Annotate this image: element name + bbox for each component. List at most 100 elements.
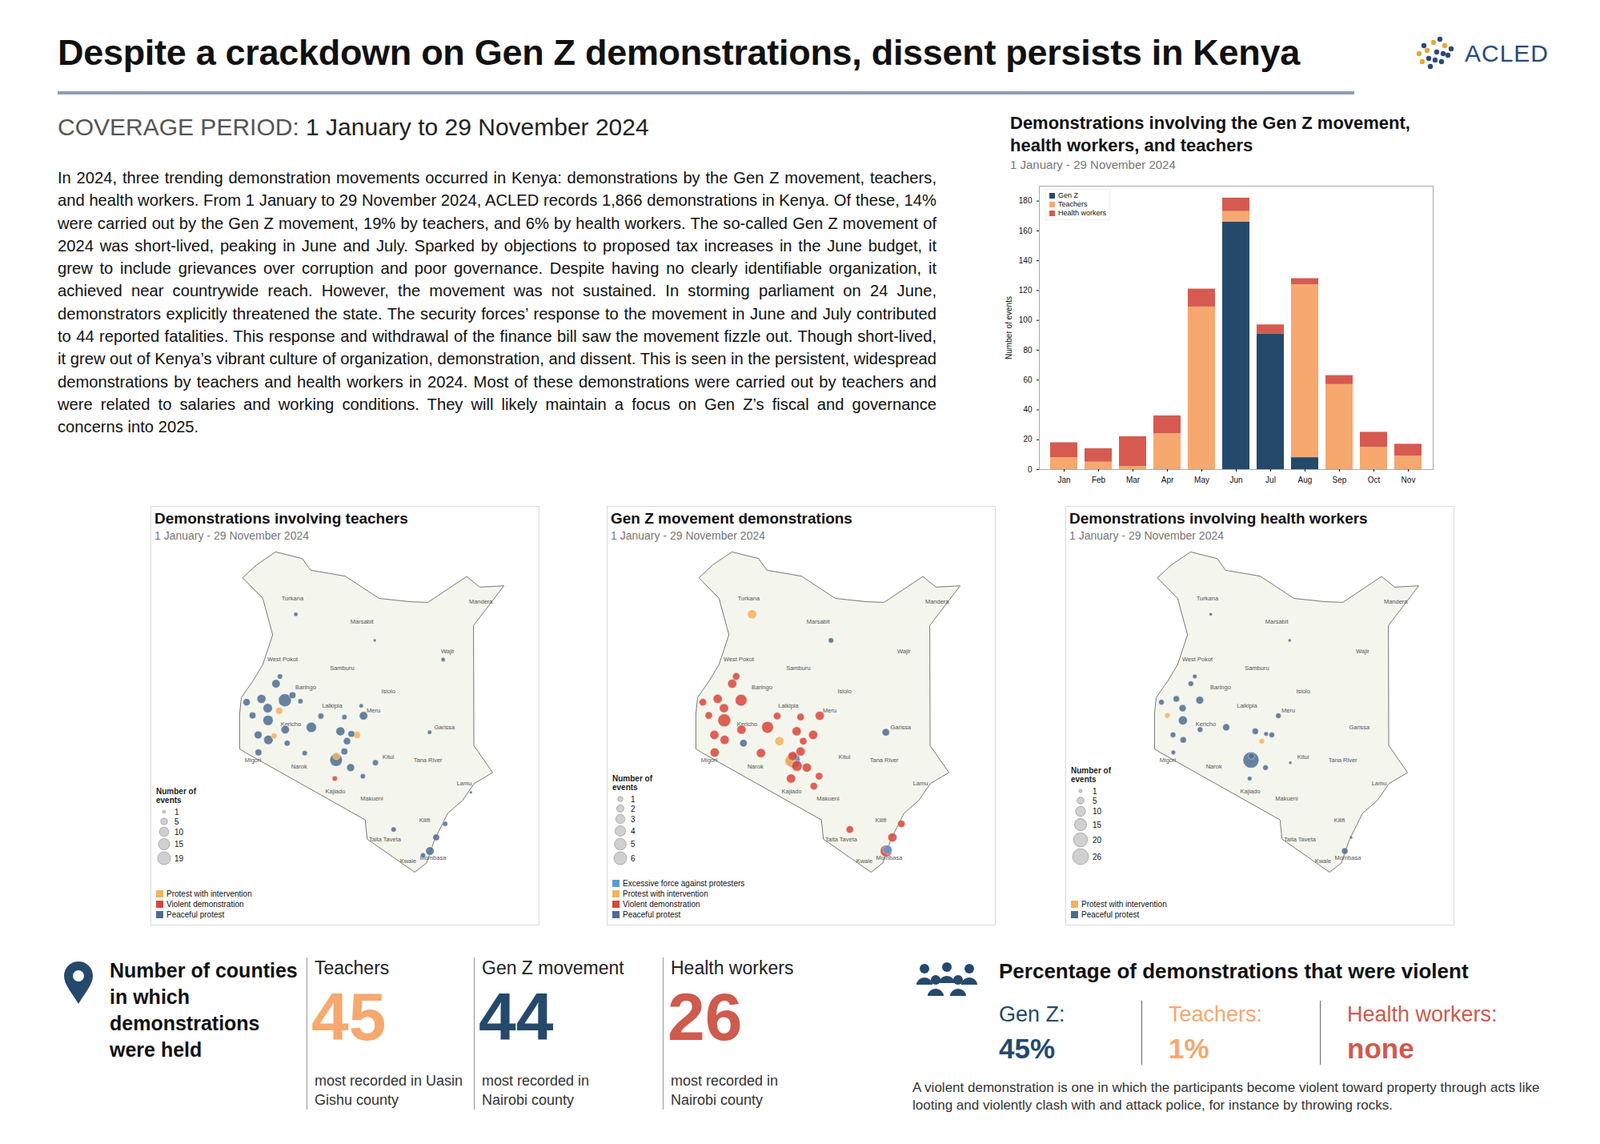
- svg-text:Baringo: Baringo: [295, 683, 317, 691]
- svg-text:Samburu: Samburu: [329, 664, 354, 672]
- svg-text:80: 80: [1022, 345, 1033, 355]
- svg-text:Migori: Migori: [701, 756, 718, 764]
- svg-text:Laikipia: Laikipia: [777, 701, 799, 710]
- svg-text:40: 40: [1022, 405, 1033, 414]
- svg-text:Taita Taveta: Taita Taveta: [825, 835, 859, 843]
- svg-text:Mandera: Mandera: [469, 597, 494, 606]
- html-text:45: 45: [311, 978, 387, 1055]
- svg-text:Isiolo: Isiolo: [380, 687, 396, 695]
- svg-text:Narok: Narok: [1206, 762, 1223, 770]
- html-text:In 2024, three trending demons: In 2024, three trending demonstration mo…: [57, 168, 937, 436]
- svg-text:West Pokot: West Pokot: [723, 655, 755, 663]
- svg-text:Narok: Narok: [291, 762, 308, 770]
- svg-text:Samburu: Samburu: [1244, 664, 1269, 672]
- svg-text:Baringo: Baringo: [1210, 683, 1232, 691]
- svg-text:Taita Taveta: Taita Taveta: [1283, 835, 1317, 843]
- svg-text:Garissa: Garissa: [890, 723, 912, 731]
- html-text:most recorded in Uasin Gishu c: most recorded in Uasin Gishu county: [314, 1072, 463, 1108]
- svg-text:Meru: Meru: [822, 706, 837, 714]
- svg-text:Tana River: Tana River: [413, 756, 443, 764]
- svg-text:Kwale: Kwale: [856, 857, 873, 865]
- svg-text:West Pokot: West Pokot: [1182, 655, 1214, 663]
- svg-text:Feb: Feb: [1091, 475, 1107, 485]
- svg-text:Kitui: Kitui: [382, 753, 395, 761]
- svg-text:Jul: Jul: [1265, 475, 1276, 485]
- svg-text:20: 20: [1022, 434, 1033, 444]
- html-text:26: 26: [667, 978, 743, 1055]
- html-text:44: 44: [478, 978, 554, 1055]
- svg-text:Wajir: Wajir: [1355, 647, 1370, 655]
- svg-text:160: 160: [1018, 226, 1033, 236]
- html-text:1%: 1%: [1168, 1032, 1210, 1064]
- svg-text:Tana River: Tana River: [870, 756, 899, 764]
- svg-text:Jan: Jan: [1057, 475, 1071, 485]
- svg-text:Mandera: Mandera: [925, 597, 950, 606]
- svg-text:Meru: Meru: [1281, 706, 1296, 714]
- svg-text:Kericho: Kericho: [1195, 720, 1216, 728]
- svg-text:Laikipia: Laikipia: [1236, 701, 1258, 710]
- svg-text:Kilifi: Kilifi: [875, 816, 887, 824]
- svg-text:Marsabit: Marsabit: [1265, 617, 1290, 626]
- svg-text:Kwale: Kwale: [1315, 857, 1332, 865]
- svg-text:Kwale: Kwale: [400, 857, 417, 865]
- svg-text:Migori: Migori: [244, 756, 262, 764]
- svg-text:Tana River: Tana River: [1328, 756, 1358, 764]
- svg-text:Jun: Jun: [1229, 475, 1243, 485]
- svg-text:Kitui: Kitui: [838, 753, 851, 761]
- svg-text:Oct: Oct: [1367, 475, 1381, 485]
- html-text:45%: 45%: [998, 1032, 1056, 1064]
- svg-text:Taita Taveta: Taita Taveta: [368, 835, 402, 843]
- html-text:Despite a crackdown on Gen Z d: Despite a crackdown on Gen Z demonstrati…: [57, 32, 1300, 73]
- html-text:A violent demonstration is one: A violent demonstration is one in which …: [912, 1079, 1540, 1113]
- html-text:Demonstrations involving the G: Demonstrations involving the Gen Z movem…: [1010, 112, 1411, 156]
- svg-text:Baringo: Baringo: [751, 683, 773, 691]
- svg-text:Garissa: Garissa: [433, 723, 456, 731]
- svg-text:Nov: Nov: [1401, 475, 1416, 485]
- svg-text:Kajiado: Kajiado: [325, 787, 346, 795]
- svg-text:Migori: Migori: [1159, 756, 1177, 764]
- svg-text:60: 60: [1022, 375, 1033, 385]
- html-text:most recorded in Nairobi count: most recorded in Nairobi county: [481, 1072, 590, 1108]
- svg-text:Wajir: Wajir: [897, 647, 911, 655]
- svg-text:Apr: Apr: [1161, 475, 1175, 485]
- svg-text:Turkana: Turkana: [1196, 594, 1220, 602]
- svg-text:Kitui: Kitui: [1297, 753, 1310, 761]
- svg-text:Number of events: Number of events: [1004, 296, 1014, 360]
- svg-text:140: 140: [1018, 256, 1033, 265]
- svg-text:Samburu: Samburu: [785, 664, 811, 672]
- svg-text:Makueni: Makueni: [360, 794, 384, 803]
- html-text:Number of counties in which de: Number of counties in which demonstratio…: [109, 958, 298, 1061]
- svg-text:West Pokot: West Pokot: [267, 655, 299, 663]
- svg-text:0: 0: [1027, 465, 1033, 474]
- svg-text:Turkana: Turkana: [737, 594, 761, 602]
- svg-text:Kilifi: Kilifi: [419, 816, 431, 824]
- svg-text:Lamu: Lamu: [457, 779, 473, 787]
- svg-text:Lamu: Lamu: [1371, 779, 1388, 787]
- svg-text:Garissa: Garissa: [1348, 723, 1371, 731]
- svg-text:May: May: [1194, 475, 1210, 485]
- svg-text:Meru: Meru: [366, 706, 381, 714]
- svg-text:Makueni: Makueni: [816, 794, 840, 803]
- svg-text:Aug: Aug: [1298, 475, 1313, 485]
- svg-text:Kajiado: Kajiado: [1240, 787, 1261, 795]
- svg-text:100: 100: [1018, 315, 1033, 325]
- svg-text:Mombasa: Mombasa: [1334, 854, 1362, 862]
- svg-text:180: 180: [1018, 196, 1033, 205]
- svg-text:Narok: Narok: [747, 762, 764, 770]
- svg-text:Isiolo: Isiolo: [1295, 687, 1311, 695]
- svg-text:Marsabit: Marsabit: [806, 617, 831, 626]
- html-text:most recorded in Nairobi count: most recorded in Nairobi county: [670, 1072, 779, 1108]
- svg-text:Mandera: Mandera: [1383, 597, 1408, 606]
- svg-text:Turkana: Turkana: [281, 594, 305, 602]
- svg-text:Kajiado: Kajiado: [781, 787, 803, 795]
- svg-text:Marsabit: Marsabit: [350, 617, 375, 626]
- svg-text:Kilifi: Kilifi: [1334, 816, 1346, 824]
- svg-text:Lamu: Lamu: [913, 779, 929, 787]
- svg-text:Laikipia: Laikipia: [321, 701, 343, 710]
- svg-text:Sep: Sep: [1332, 475, 1348, 485]
- svg-text:Makueni: Makueni: [1275, 794, 1299, 803]
- svg-text:Isiolo: Isiolo: [837, 687, 852, 695]
- svg-text:120: 120: [1018, 285, 1033, 295]
- svg-text:Wajir: Wajir: [441, 647, 455, 655]
- svg-text:Mar: Mar: [1126, 475, 1141, 485]
